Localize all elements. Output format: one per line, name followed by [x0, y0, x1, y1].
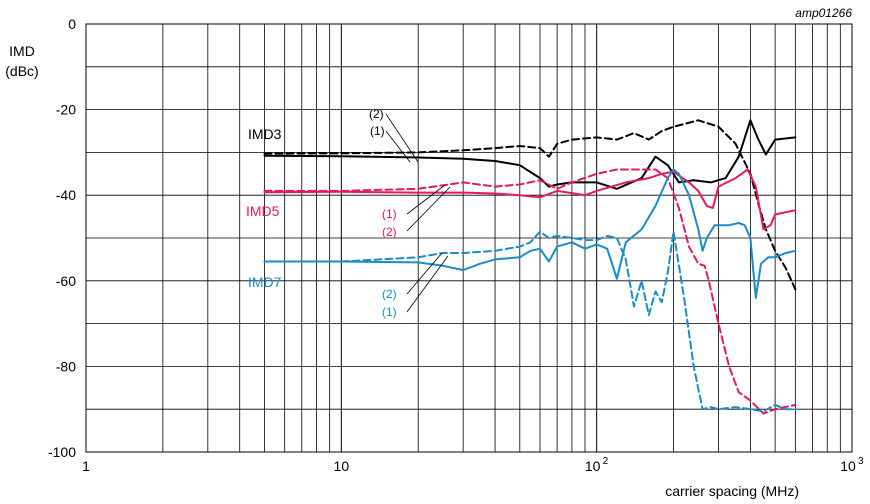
x-tick-label: 1 [82, 458, 90, 474]
series-imd3-curve-2 [263, 119, 797, 291]
series-imd5-curve-2 [263, 168, 797, 415]
imd3-curve1-label: (1) [370, 124, 385, 138]
callout-lines [385, 113, 451, 313]
x-tick-exponent: 3 [858, 456, 864, 467]
x-axis-label: carrier spacing (MHz) [665, 483, 799, 499]
y-tick-label: -80 [56, 358, 76, 374]
y-tick-label: -60 [56, 273, 76, 289]
y-tick-labels: 0 -20 -40 -60 -80 -100 [48, 16, 76, 460]
y-tick-label: -40 [56, 187, 76, 203]
series-imd7-curve-2 [263, 230, 797, 413]
y-axis-label-line1: IMD [9, 43, 35, 59]
y-tick-label: -100 [48, 444, 76, 460]
grid-lines [86, 24, 852, 452]
x-tick-labels: 1 10 10 2 10 3 [82, 456, 864, 474]
callout-leader-line [406, 252, 443, 295]
x-tick-label: 10 [334, 458, 350, 474]
y-tick-label: 0 [68, 16, 76, 32]
x-tick-label: 10 [585, 458, 601, 474]
x-tick-label: 10 [840, 458, 856, 474]
callout-leader-line [406, 255, 449, 313]
callout-leader-line [406, 186, 451, 232]
imd5-curve1-label: (1) [382, 207, 397, 221]
imd3-label: IMD3 [248, 126, 282, 142]
imd7-curve2-label: (2) [382, 287, 397, 301]
x-tick-exponent: 2 [603, 456, 609, 467]
y-tick-label: -20 [56, 102, 76, 118]
imd7-label: IMD7 [248, 274, 282, 290]
plot-frame [85, 23, 853, 453]
imd5-curve2-label: (2) [382, 225, 397, 239]
imd3-curve2-label: (2) [369, 107, 384, 121]
series-imd7-curve-1 [263, 168, 797, 299]
series-imd5-curve-1 [263, 168, 797, 231]
figure-id: amp01266 [795, 6, 852, 20]
data-series [263, 119, 797, 415]
series-imd3-curve-1 [263, 119, 797, 190]
imd5-label: IMD5 [246, 203, 280, 219]
callout-leader-line [385, 130, 411, 163]
callout-leader-line [385, 113, 419, 163]
y-axis-label-line2: (dBc) [5, 63, 38, 79]
callout-leader-line [406, 184, 446, 215]
imd7-curve1-label: (1) [382, 305, 397, 319]
